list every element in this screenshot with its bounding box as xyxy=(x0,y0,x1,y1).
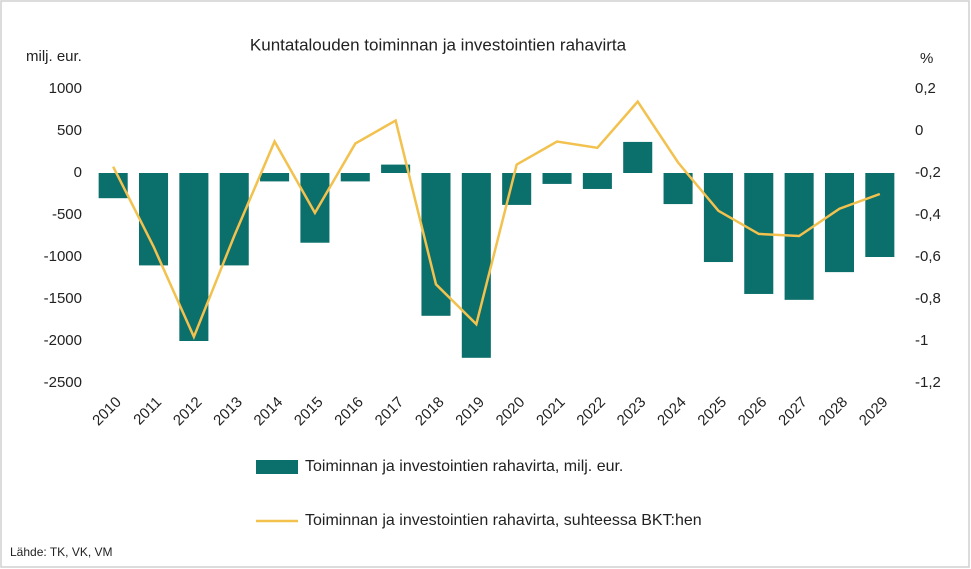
y-tick-label: -2500 xyxy=(44,374,82,391)
y2-tick-label: -0,6 xyxy=(915,248,941,265)
legend-label: Toiminnan ja investointien rahavirta, mi… xyxy=(305,458,623,475)
y2-tick-label: -0,2 xyxy=(915,164,941,181)
line xyxy=(112,99,881,341)
y2-axis-label: % xyxy=(920,50,933,67)
y2-tick-label: 0,2 xyxy=(915,80,936,97)
bar xyxy=(340,173,370,182)
y-axis-label: milj. eur. xyxy=(26,48,82,65)
y2-tick-label: -1,2 xyxy=(915,374,941,391)
bar xyxy=(542,173,572,184)
y2-tick-label: 0 xyxy=(915,122,923,139)
bar xyxy=(623,141,653,173)
bar xyxy=(663,173,693,205)
source: Lähde: TK, VK, VM xyxy=(10,545,113,559)
y-tick-label: -2000 xyxy=(44,332,82,349)
bar xyxy=(260,173,290,182)
y-tick-label: 1000 xyxy=(49,80,82,97)
bar xyxy=(865,173,895,257)
bar xyxy=(381,164,411,173)
y-tick-label: -500 xyxy=(52,206,82,223)
y2-tick-label: -0,4 xyxy=(915,206,941,223)
y-tick-label: -1500 xyxy=(44,290,82,307)
bar xyxy=(219,173,249,266)
chart-title: Kuntatalouden toiminnan ja investointien… xyxy=(250,35,627,54)
legend-swatch xyxy=(256,460,298,474)
y-tick-label: -1000 xyxy=(44,248,82,265)
y2-tick-label: -1 xyxy=(915,332,928,349)
legend-label: Toiminnan ja investointien rahavirta, su… xyxy=(305,512,702,529)
bar xyxy=(461,173,491,358)
bar xyxy=(824,173,855,273)
bar xyxy=(300,173,330,243)
bar xyxy=(582,173,612,189)
bar xyxy=(138,173,169,266)
y2-tick-label: -0,8 xyxy=(915,290,941,307)
y-tick-label: 500 xyxy=(57,122,82,139)
y-tick-label: 0 xyxy=(74,164,82,181)
